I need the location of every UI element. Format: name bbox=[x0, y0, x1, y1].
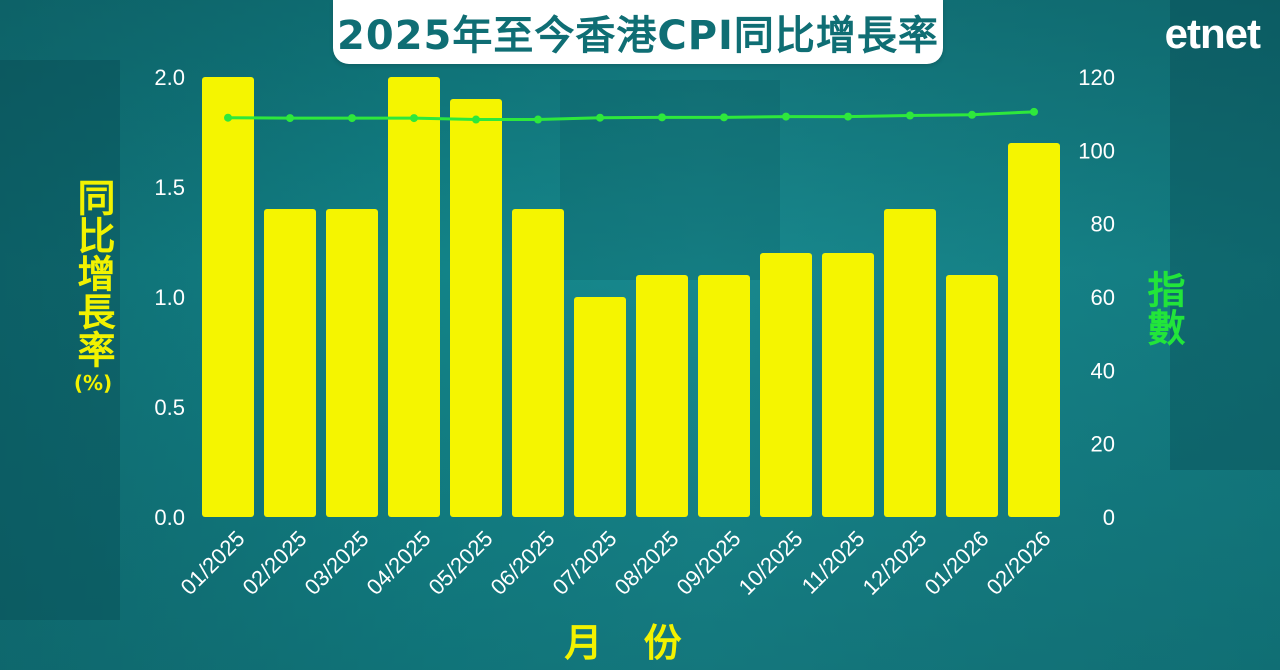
index-point-12/2025 bbox=[906, 111, 914, 120]
bar-02/2026 bbox=[1008, 143, 1060, 517]
bar-12/2025 bbox=[884, 209, 936, 517]
bar-series bbox=[202, 77, 1060, 517]
index-line-series bbox=[224, 107, 1038, 124]
index-line bbox=[227, 110, 1035, 122]
left-tick-label: 1.0 bbox=[154, 285, 185, 310]
index-point-11/2025 bbox=[844, 112, 852, 121]
bar-03/2025 bbox=[326, 209, 378, 517]
right-tick-label: 80 bbox=[1091, 212, 1115, 237]
bar-04/2025 bbox=[388, 77, 440, 517]
bar-01/2026 bbox=[946, 275, 998, 517]
x-tick-label: 03/2025 bbox=[300, 526, 374, 600]
left-axis-unit: (%) bbox=[73, 371, 113, 395]
bar-01/2025 bbox=[202, 77, 254, 517]
index-point-02/2025 bbox=[286, 114, 294, 123]
bar-11/2025 bbox=[822, 253, 874, 517]
index-point-05/2025 bbox=[472, 115, 480, 124]
x-tick-label: 12/2025 bbox=[858, 526, 932, 600]
right-axis-ticks: 0 20 40 60 80 100 120 bbox=[1078, 65, 1115, 530]
x-tick-label: 01/2026 bbox=[920, 526, 994, 600]
index-point-10/2025 bbox=[782, 112, 790, 121]
x-axis-ticks: 01/202502/202503/202504/202505/202506/20… bbox=[176, 526, 1056, 600]
chart-title: 2025年至今香港CPI同比增長率 bbox=[337, 13, 939, 59]
index-point-01/2025 bbox=[224, 113, 232, 122]
index-point-08/2025 bbox=[658, 113, 666, 122]
x-tick-label: 07/2025 bbox=[548, 526, 622, 600]
x-tick-label: 02/2025 bbox=[238, 526, 312, 600]
bar-08/2025 bbox=[636, 275, 688, 517]
left-axis-label: 同比增長率 (%) bbox=[70, 178, 116, 398]
x-axis-label: 月 份 bbox=[564, 621, 696, 665]
x-tick-label: 04/2025 bbox=[362, 526, 436, 600]
x-tick-label: 05/2025 bbox=[424, 526, 498, 600]
bar-10/2025 bbox=[760, 253, 812, 517]
bar-02/2025 bbox=[264, 209, 316, 517]
chart-title-box: 2025年至今香港CPI同比增長率 bbox=[333, 0, 943, 64]
left-axis-ticks: 0.0 0.5 1.0 1.5 2.0 bbox=[154, 65, 185, 530]
etnet-logo: etnet bbox=[1164, 10, 1261, 57]
right-tick-label: 40 bbox=[1091, 358, 1115, 383]
x-tick-label: 08/2025 bbox=[610, 526, 684, 600]
right-axis-label: 指數 bbox=[1140, 270, 1186, 346]
index-point-07/2025 bbox=[596, 113, 604, 122]
x-tick-label: 11/2025 bbox=[797, 526, 870, 599]
background-building bbox=[1170, 0, 1280, 470]
x-tick-label: 09/2025 bbox=[672, 526, 746, 600]
right-tick-label: 120 bbox=[1078, 65, 1115, 90]
index-point-06/2025 bbox=[534, 115, 542, 124]
left-tick-label: 0.0 bbox=[154, 505, 185, 530]
background-building bbox=[0, 60, 120, 620]
bar-06/2025 bbox=[512, 209, 564, 517]
left-axis-label-text: 同比增長率 bbox=[71, 178, 115, 368]
right-tick-label: 0 bbox=[1103, 505, 1115, 530]
left-tick-label: 0.5 bbox=[154, 395, 185, 420]
bar-09/2025 bbox=[698, 275, 750, 517]
right-tick-label: 60 bbox=[1091, 285, 1115, 310]
bar-07/2025 bbox=[574, 297, 626, 517]
x-tick-label: 02/2026 bbox=[982, 526, 1056, 600]
left-tick-label: 2.0 bbox=[154, 65, 185, 90]
x-tick-label: 10/2025 bbox=[734, 526, 808, 600]
x-tick-label: 06/2025 bbox=[486, 526, 560, 600]
index-point-03/2025 bbox=[348, 114, 356, 123]
index-point-04/2025 bbox=[410, 114, 418, 123]
index-point-01/2026 bbox=[968, 110, 976, 119]
bar-05/2025 bbox=[450, 99, 502, 517]
background-building bbox=[560, 80, 780, 280]
index-point-02/2026 bbox=[1030, 107, 1038, 116]
right-tick-label: 100 bbox=[1078, 138, 1115, 163]
left-tick-label: 1.5 bbox=[154, 175, 185, 200]
right-axis-label-text: 指數 bbox=[1141, 270, 1185, 346]
index-point-09/2025 bbox=[720, 113, 728, 122]
right-tick-label: 20 bbox=[1091, 432, 1115, 457]
x-tick-label: 01/2025 bbox=[176, 526, 250, 600]
